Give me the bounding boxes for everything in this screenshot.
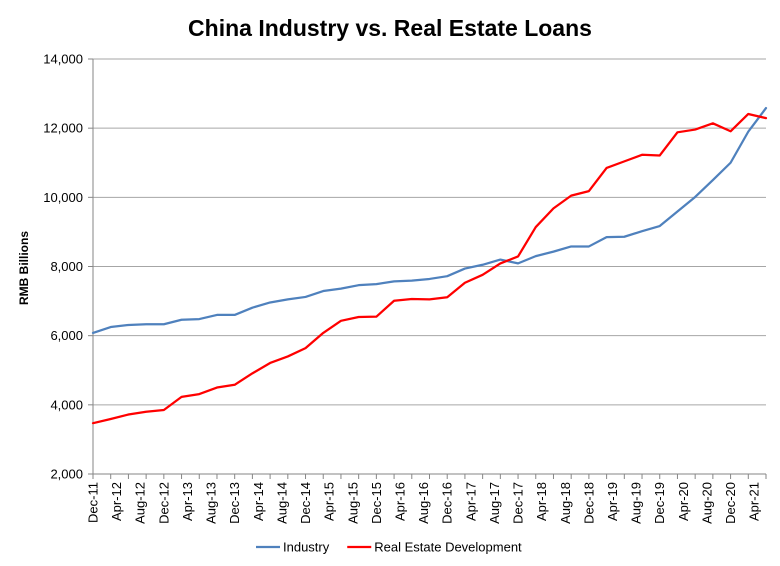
legend-label: Industry — [283, 540, 330, 555]
series-group — [91, 106, 768, 425]
x-tick-label: Aug-16 — [416, 482, 431, 524]
x-tick-label: Dec-12 — [156, 482, 171, 524]
legend: Industry Real Estate Development — [256, 540, 522, 555]
x-tick-label: Apr-14 — [251, 482, 266, 521]
y-tick-label: 6,000 — [50, 328, 83, 343]
x-tick-label: Apr-20 — [676, 482, 691, 521]
y-tick-label: 14,000 — [43, 52, 83, 67]
x-tick-label: Aug-19 — [629, 482, 644, 524]
x-tick-label: Dec-14 — [298, 482, 313, 524]
x-tick-label: Apr-19 — [605, 482, 620, 521]
y-tick-label: 8,000 — [50, 259, 83, 274]
x-tick-label: Aug-18 — [558, 482, 573, 524]
x-tick-label: Apr-12 — [109, 482, 124, 521]
x-tick-label: Apr-13 — [180, 482, 195, 521]
x-tick-label: Aug-15 — [345, 482, 360, 524]
x-tick-label: Aug-13 — [204, 482, 219, 524]
gridlines — [93, 58, 766, 406]
x-axis: Dec-11 Apr-12 Aug-12 Dec-12 Apr-13 Aug-13 Dec-… — [86, 473, 767, 524]
x-tick-label: Aug-14 — [274, 482, 289, 524]
y-axis: 2,000 4,000 6,000 8,000 10,000 12,000 14,000 — [43, 52, 94, 482]
x-tick-label: Dec-17 — [511, 482, 526, 524]
y-tick-label: 12,000 — [43, 121, 83, 136]
x-tick-label: Apr-21 — [747, 482, 762, 521]
x-tick-label: Apr-16 — [392, 482, 407, 521]
x-tick-label: Apr-18 — [534, 482, 549, 521]
series-line-real-estate-development — [91, 112, 768, 425]
y-tick-label: 4,000 — [50, 397, 83, 412]
x-tick-label: Dec-11 — [86, 482, 101, 523]
x-tick-label: Dec-15 — [369, 482, 384, 524]
x-tick-label: Apr-17 — [463, 482, 478, 521]
x-tick-label: Dec-20 — [723, 482, 738, 524]
y-tick-label: 2,000 — [50, 467, 83, 482]
chart-title: China Industry vs. Real Estate Loans — [188, 15, 592, 41]
x-tick-label: Aug-17 — [487, 482, 502, 524]
series-line-industry — [91, 106, 768, 335]
x-tick-label: Dec-16 — [440, 482, 455, 524]
x-tick-label: Dec-19 — [652, 482, 667, 524]
y-tick-label: 10,000 — [43, 190, 83, 205]
x-tick-label: Aug-20 — [699, 482, 714, 524]
legend-label: Real Estate Development — [374, 540, 522, 555]
x-tick-label: Dec-18 — [581, 482, 596, 524]
x-tick-label: Dec-13 — [227, 482, 242, 524]
x-tick-label: Aug-12 — [133, 482, 148, 524]
x-tick-label: Apr-15 — [322, 482, 337, 521]
y-axis-label: RMB Billions — [17, 231, 31, 305]
